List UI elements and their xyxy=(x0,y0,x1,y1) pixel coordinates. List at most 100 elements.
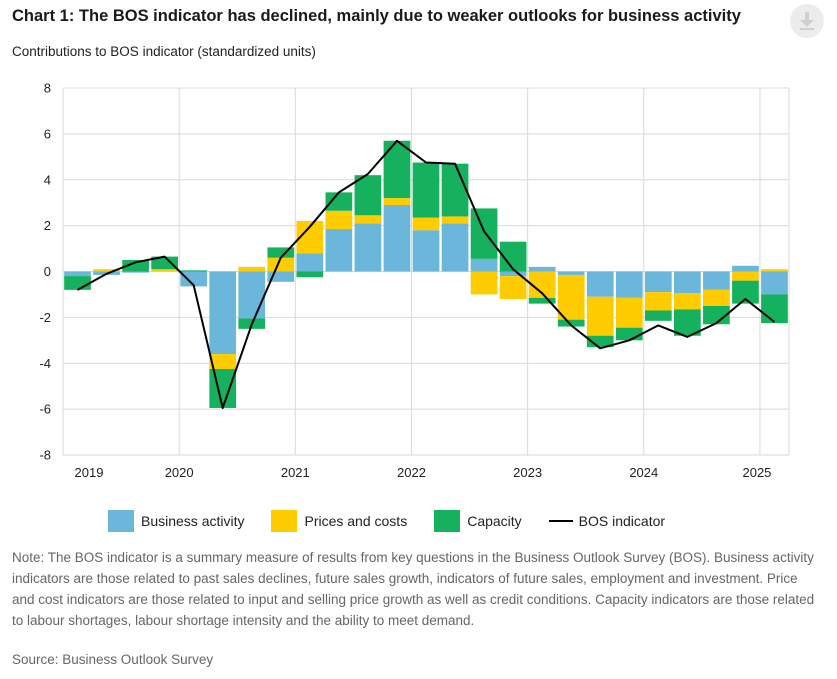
bar-capacity-2023Q1 xyxy=(528,297,556,304)
bar-business-2019Q3 xyxy=(122,271,149,273)
bar-prices-2023Q2 xyxy=(557,274,585,320)
legend-label-bos-indicator: BOS indicator xyxy=(578,513,666,529)
bar-prices-2020Q4 xyxy=(267,257,295,272)
x-tick-label: 2020 xyxy=(165,465,194,480)
y-tick-label: -6 xyxy=(39,402,51,417)
y-tick-label: 6 xyxy=(44,126,51,141)
bar-capacity-2021Q4 xyxy=(383,140,411,199)
y-tick-label: -2 xyxy=(39,310,51,325)
chart-source: Source: Business Outlook Survey xyxy=(12,652,214,667)
legend-swatch-capacity xyxy=(434,510,461,532)
bar-business-2023Q3 xyxy=(586,271,614,297)
bar-prices-2022Q1 xyxy=(412,217,440,231)
bar-capacity-2023Q3 xyxy=(586,335,614,348)
bar-capacity-2022Q1 xyxy=(412,162,440,218)
bar-capacity-2019Q4 xyxy=(151,256,178,270)
bar-prices-2022Q3 xyxy=(470,271,498,295)
bar-business-2024Q4 xyxy=(732,265,759,272)
bar-business-2023Q2 xyxy=(557,271,585,275)
legend-swatch-prices xyxy=(271,510,298,532)
chart-title: Chart 1: The BOS indicator has declined,… xyxy=(12,7,741,25)
bar-prices-2024Q3 xyxy=(703,289,730,306)
bar-prices-2020Q3 xyxy=(238,266,266,272)
bar-capacity-2022Q3 xyxy=(470,208,498,259)
bar-prices-2021Q2 xyxy=(325,210,353,230)
axis-layer: 8 6 4 2 0 -2 -4 -6 -8 2019 2020 2021 2022 2023 2024 202… xyxy=(39,81,771,481)
legend-item-prices: Prices and costs xyxy=(271,510,407,532)
bar-prices-2025Q1 xyxy=(761,269,788,272)
bar-capacity-2023Q4 xyxy=(615,327,643,341)
bar-capacity-2024Q2 xyxy=(674,309,701,336)
bar-business-2024Q3 xyxy=(703,271,730,290)
bar-business-2020Q1 xyxy=(180,271,208,287)
bar-business-2020Q4 xyxy=(267,271,295,282)
bar-prices-2024Q4 xyxy=(732,271,759,281)
bar-layer xyxy=(64,140,788,408)
legend-swatch-business xyxy=(108,510,134,532)
bar-capacity-2024Q4 xyxy=(732,280,759,304)
bar-capacity-2024Q3 xyxy=(703,305,730,325)
legend-label-business: Business activity xyxy=(141,513,245,529)
bar-capacity-2020Q2 xyxy=(209,368,237,408)
bar-prices-2024Q1 xyxy=(644,292,672,311)
bar-capacity-2024Q1 xyxy=(644,310,672,321)
y-tick-label: 2 xyxy=(44,218,51,233)
legend-item-capacity: Capacity xyxy=(434,510,522,532)
legend-item-business: Business activity xyxy=(108,510,244,532)
bar-prices-2020Q2 xyxy=(209,354,237,369)
bar-capacity-2023Q2 xyxy=(557,319,585,327)
download-icon xyxy=(800,12,814,30)
bar-business-2023Q1 xyxy=(528,266,556,272)
bar-business-2020Q3 xyxy=(238,271,266,319)
download-button[interactable] xyxy=(790,4,824,38)
bar-capacity-2019Q3 xyxy=(122,260,149,272)
x-tick-label: 2022 xyxy=(397,465,426,480)
bar-business-2023Q4 xyxy=(615,271,643,298)
chart-note: Note: The BOS indicator is a summary mea… xyxy=(12,550,815,628)
line-layer xyxy=(77,139,776,409)
bar-business-2022Q2 xyxy=(441,223,469,272)
bar-capacity-2020Q4 xyxy=(267,247,295,258)
y-tick-label: 4 xyxy=(44,172,51,187)
x-tick-label: 2025 xyxy=(742,465,771,480)
y-tick-label: 0 xyxy=(44,264,51,279)
bar-business-2022Q3 xyxy=(470,258,498,272)
bar-capacity-2025Q1 xyxy=(761,294,788,324)
legend: Business activity Prices and costs Capac… xyxy=(108,510,692,532)
bar-prices-2023Q4 xyxy=(615,297,643,328)
bar-capacity-2021Q3 xyxy=(354,175,382,216)
bar-prices-2023Q3 xyxy=(586,296,614,336)
x-tick-label: 2024 xyxy=(629,465,658,480)
bar-business-2022Q4 xyxy=(499,271,527,277)
bar-capacity-2022Q2 xyxy=(441,163,469,217)
bar-capacity-2021Q1 xyxy=(296,271,324,278)
bar-business-2019Q1 xyxy=(64,271,91,277)
y-tick-label: -8 xyxy=(39,448,51,463)
legend-item-bos-indicator: BOS indicator xyxy=(548,513,666,529)
bar-business-2021Q3 xyxy=(354,223,382,272)
bar-business-2021Q2 xyxy=(325,229,353,272)
bar-business-2021Q1 xyxy=(296,253,324,272)
chart-subtitle: Contributions to BOS indicator (standard… xyxy=(12,44,316,59)
legend-swatch-line xyxy=(548,520,573,522)
legend-label-prices: Prices and costs xyxy=(304,513,408,529)
bar-business-2021Q4 xyxy=(383,204,411,272)
bar-business-2024Q2 xyxy=(674,271,701,294)
chart-area: 8 6 4 2 0 -2 -4 -6 -8 2019 2020 2021 2022 2023 2024 202… xyxy=(39,81,790,481)
bar-prices-2019Q2 xyxy=(93,269,120,272)
y-tick-label: -4 xyxy=(39,356,51,371)
bar-capacity-2020Q1 xyxy=(180,270,208,272)
bar-prices-2019Q4 xyxy=(151,269,178,272)
bar-business-2022Q1 xyxy=(412,230,440,272)
bar-business-2020Q2 xyxy=(209,271,237,355)
bar-prices-2024Q2 xyxy=(674,293,701,310)
x-tick-label: 2021 xyxy=(281,465,310,480)
bar-business-2024Q1 xyxy=(644,271,672,293)
y-tick-label: 8 xyxy=(44,81,51,96)
bar-prices-2022Q2 xyxy=(441,216,469,224)
bos-indicator-line xyxy=(77,139,776,409)
bar-capacity-2021Q2 xyxy=(325,192,353,211)
bar-capacity-2019Q1 xyxy=(64,276,91,290)
bar-prices-2021Q4 xyxy=(383,198,411,205)
bar-business-2025Q1 xyxy=(761,271,788,295)
